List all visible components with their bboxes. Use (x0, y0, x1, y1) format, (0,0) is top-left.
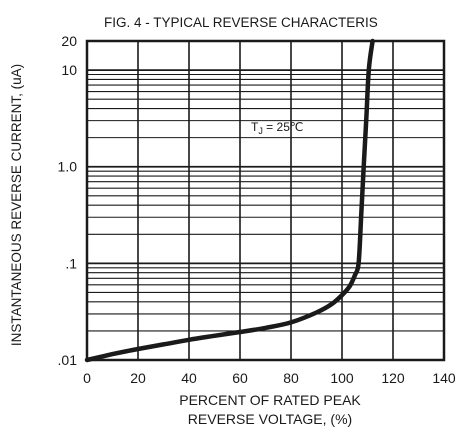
temperature-annotation: TJ = 25℃ (251, 120, 303, 136)
x-tick-labels: 0 20 40 60 80 100 120 140 (83, 370, 456, 386)
y-tick-label: 20 (61, 33, 77, 49)
x-tick-label: 120 (381, 370, 405, 386)
grid-lines (87, 40, 444, 360)
annotation-subscript: J (258, 126, 263, 136)
annotation-rest: = 25℃ (263, 120, 304, 134)
series-layer (84, 38, 375, 363)
x-tick-label: 20 (130, 370, 146, 386)
x-axis-label-line-2: REVERSE VOLTAGE, (%) (188, 411, 352, 427)
reverse-current-curve (84, 38, 375, 363)
x-tick-label: 60 (232, 370, 248, 386)
x-tick-label: 0 (83, 370, 91, 386)
y-tick-label: 10 (61, 62, 77, 78)
x-axis-label-line-1: PERCENT OF RATED PEAK (179, 392, 361, 408)
y-axis-label: INSTANTANEOUS REVERSE CURRENT, (uA) (9, 64, 24, 346)
x-tick-label: 80 (283, 370, 299, 386)
x-tick-label: 100 (330, 370, 354, 386)
x-tick-label: 40 (181, 370, 197, 386)
y-tick-label: 1.0 (58, 159, 78, 175)
x-tick-label: 140 (432, 370, 456, 386)
chart-title: FIG. 4 - TYPICAL REVERSE CHARACTERIS (104, 15, 378, 30)
annotation-main: T (251, 120, 259, 134)
y-tick-labels: .01 .1 1.0 10 20 (58, 33, 78, 368)
y-tick-label: .1 (65, 255, 77, 271)
y-tick-label: .01 (58, 352, 78, 368)
plot-frame (85, 39, 446, 362)
